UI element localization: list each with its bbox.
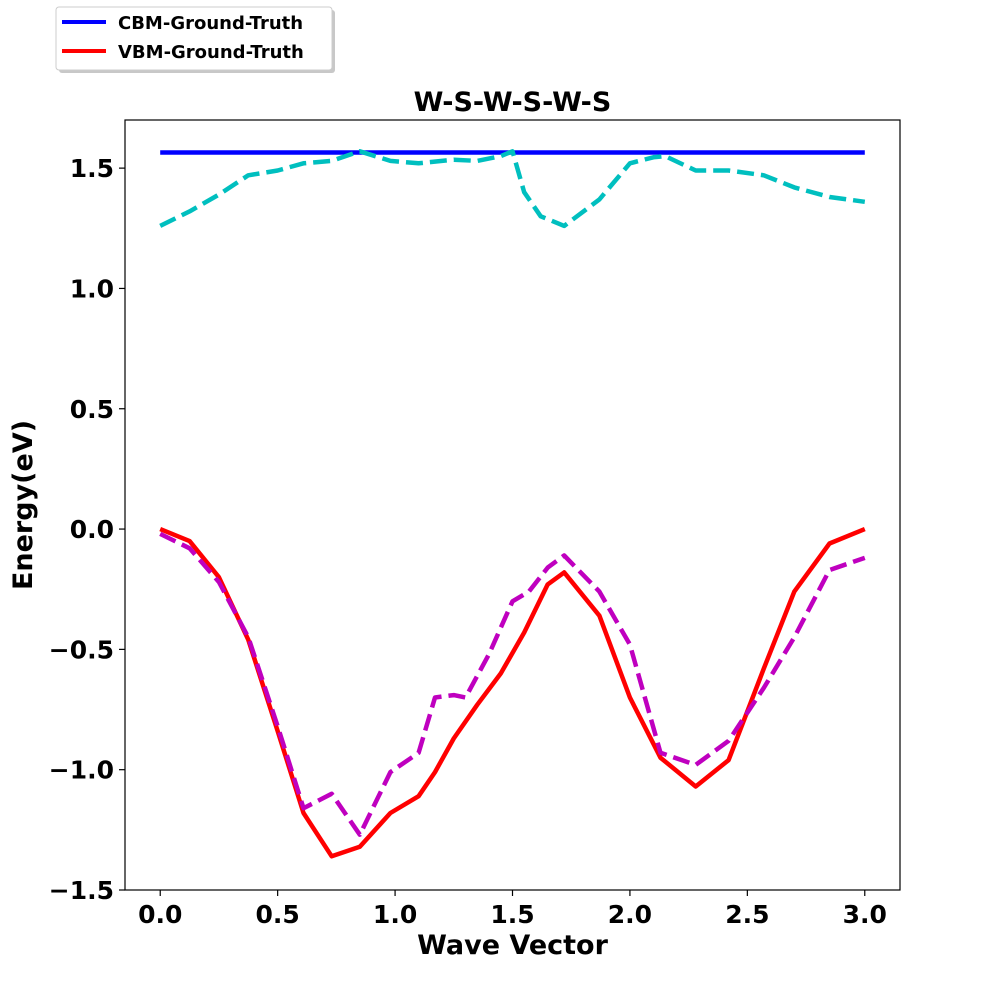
- y-tick-label: −0.5: [49, 635, 114, 664]
- x-axis: 0.0 0.5 1.0 1.5 2.0 2.5 3.0: [138, 890, 887, 929]
- x-tick-label: 2.5: [725, 900, 769, 929]
- x-tick-label: 0.0: [138, 900, 182, 929]
- x-tick-label: 0.5: [256, 900, 300, 929]
- y-tick-label: −1.0: [49, 756, 114, 785]
- y-tick-label: 0.0: [70, 515, 114, 544]
- series-line-2: [159, 149, 866, 229]
- legend-box: [55, 6, 333, 71]
- chart-title: W-S-W-S-W-S: [414, 87, 612, 118]
- y-tick-label: 0.5: [70, 395, 114, 424]
- series-line-3: [159, 531, 866, 837]
- y-tick-label: −1.5: [49, 876, 114, 905]
- legend: CBM-Ground-Truth VBM-Ground-Truth: [55, 6, 335, 73]
- x-tick-label: 1.0: [373, 900, 417, 929]
- y-tick-label: 1.5: [70, 154, 114, 183]
- y-axis-title: Energy(eV): [8, 420, 39, 590]
- x-tick-label: 1.5: [490, 900, 534, 929]
- x-tick-label: 2.0: [608, 900, 652, 929]
- x-axis-title: Wave Vector: [417, 930, 609, 961]
- x-tick-label: 3.0: [843, 900, 887, 929]
- legend-label-vbm: VBM-Ground-Truth: [118, 42, 304, 63]
- y-axis: −1.5 −1.0 −0.5 0.0 0.5 1.0 1.5: [49, 154, 125, 905]
- plot-lines: [159, 149, 866, 859]
- legend-label-cbm: CBM-Ground-Truth: [118, 13, 303, 34]
- y-tick-label: 1.0: [70, 274, 114, 303]
